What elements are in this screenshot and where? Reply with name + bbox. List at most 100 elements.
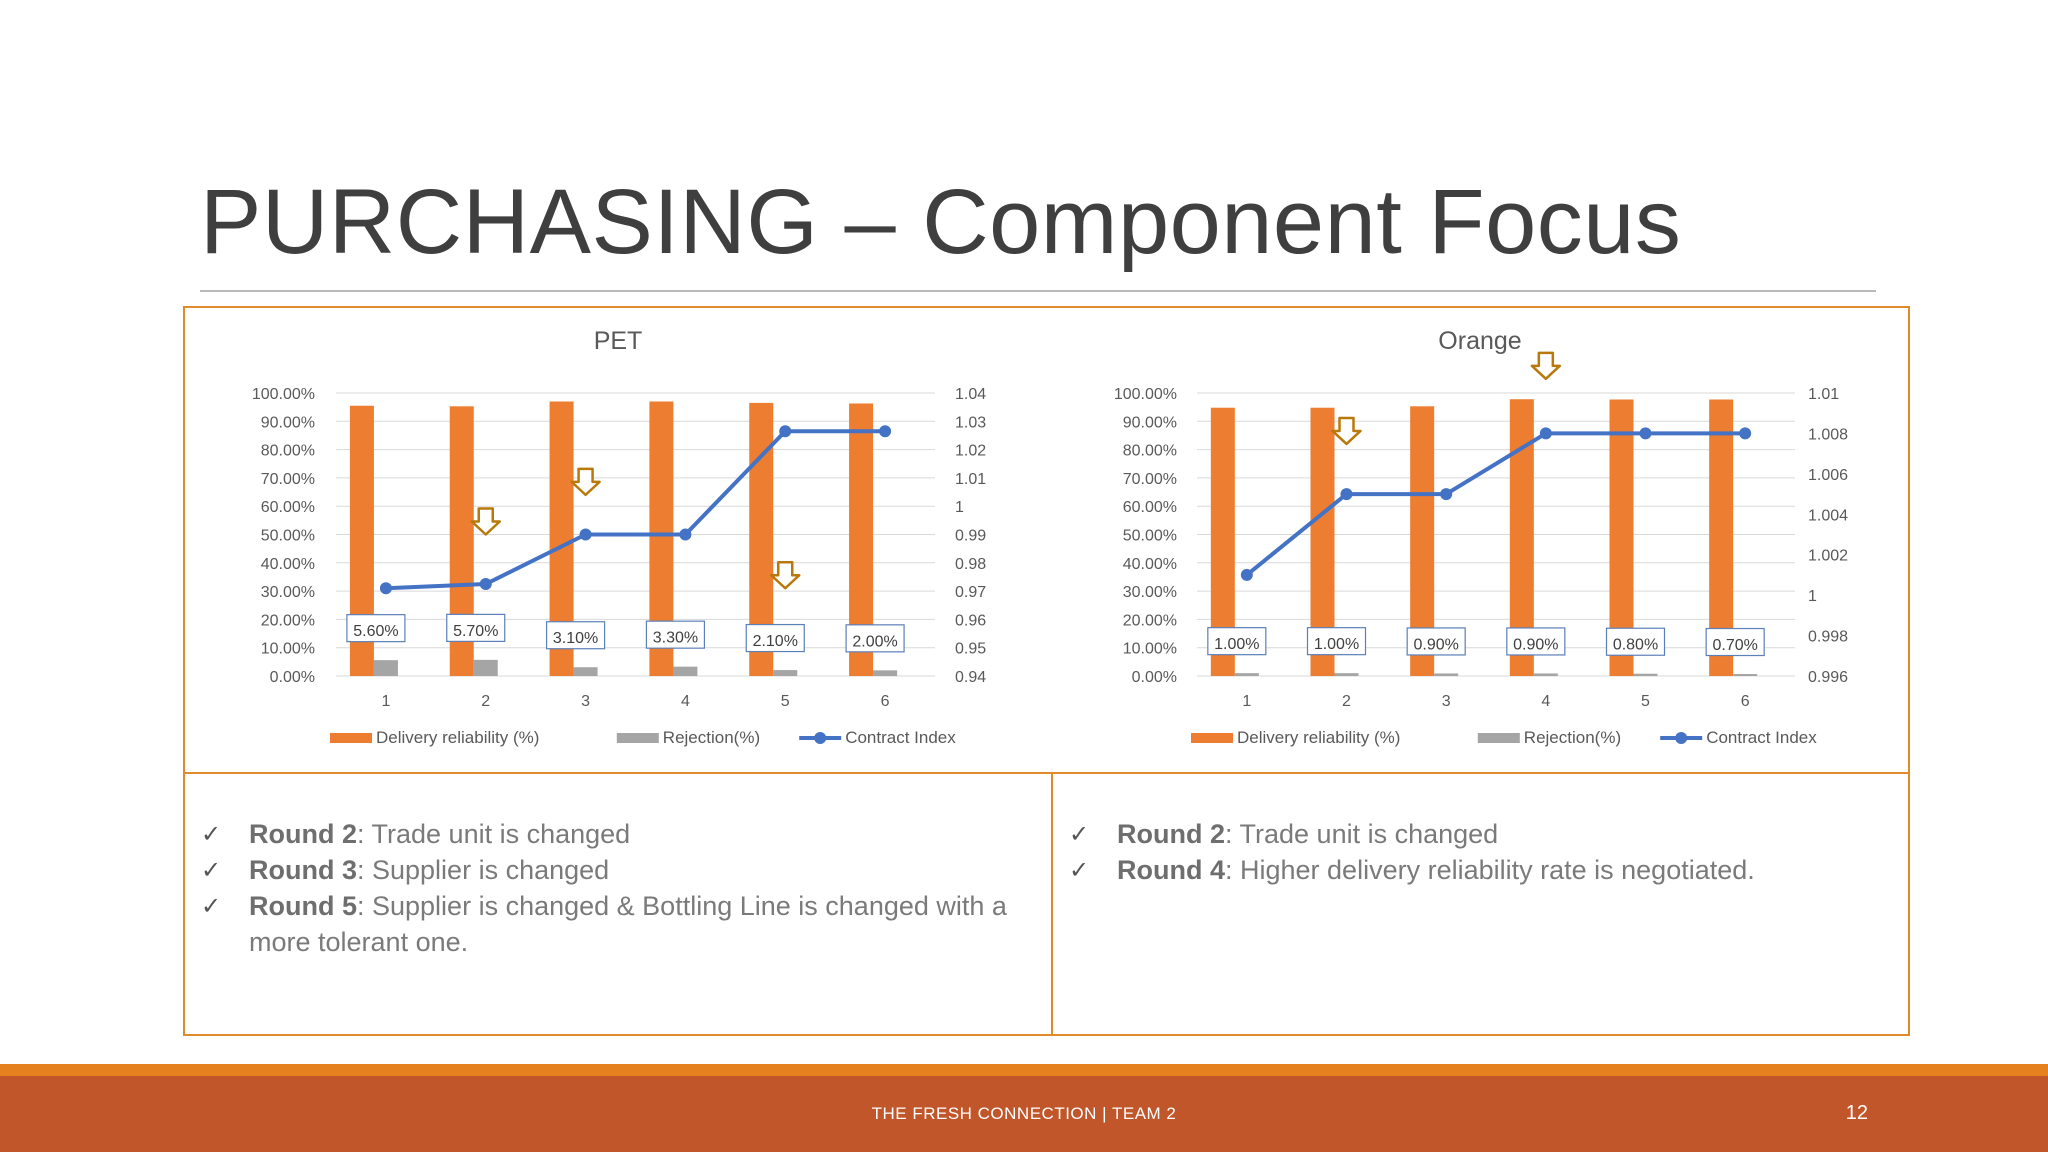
orange-left-tick-label: 40.00% <box>1123 556 1177 573</box>
orange-rejection-label-box <box>1306 627 1367 656</box>
orange-category-label: 1 <box>1242 693 1251 710</box>
orange-left-tick-label: 30.00% <box>1123 584 1177 601</box>
orange-right-tick-label: 0.996 <box>1808 669 1848 686</box>
orange-category-label: 4 <box>1541 693 1550 710</box>
orange-legend-label: Delivery reliability (%) <box>1237 728 1400 747</box>
orange-right-tick-label: 1.01 <box>1808 386 1839 403</box>
pet-rejection-label-box <box>446 613 506 642</box>
orange-rejection-data-label: 0.90% <box>1513 636 1558 653</box>
pet-chart: PET0.00%10.00%20.00%30.00%40.00%50.00%60… <box>252 327 986 747</box>
orange-rejection-data-label: 1.00% <box>1314 636 1359 653</box>
orange-category-label: 6 <box>1741 693 1750 710</box>
pet-legend-label: Delivery reliability (%) <box>376 728 539 747</box>
orange-legend-swatch <box>1191 733 1233 743</box>
orange-notes-panel: ✓ Round 2: Trade unit is changed ✓ Round 4… <box>1051 772 1910 1036</box>
pet-contract-index-point <box>479 578 492 591</box>
footer-accent-stripe <box>0 1064 2048 1076</box>
pet-note-3-text: : Supplier is changed & Bottling Line is… <box>249 891 1007 957</box>
charts-panel: PET 0.00% 10.00% 20.00% 30.00% 40.00% 50.00% 60… <box>183 306 1910 774</box>
pet-left-tick-label: 100.00% <box>252 386 315 403</box>
orange-contract-index-point <box>1440 488 1453 501</box>
pet-notes-panel: ✓ Round 2: Trade unit is changed ✓ Round 3… <box>183 772 1053 1036</box>
pet-right-tick-label: 0.96 <box>955 612 986 629</box>
orange-rejection-data-label: 0.90% <box>1413 636 1458 653</box>
orange-note-2-round: Round 4 <box>1117 855 1225 885</box>
page-number: 12 <box>1845 1102 1868 1124</box>
pet-left-tick-label: 30.00% <box>261 584 315 601</box>
footer-text: THE FRESH CONNECTION | TEAM 2 <box>871 1104 1177 1123</box>
orange-rejection-label-box <box>1406 627 1466 656</box>
pet-rejection-data-label: 5.60% <box>353 623 398 640</box>
pet-rejection-data-label: 3.30% <box>653 630 698 647</box>
pet-left-tick-label: 80.00% <box>261 443 315 460</box>
pet-contract-index-point <box>679 528 692 541</box>
orange-left-tick-label: 0.00% <box>1132 669 1177 686</box>
pet-contract-index-line <box>385 429 886 591</box>
pet-rejection-data-label: 3.10% <box>553 630 598 647</box>
pet-rejection-data-label: 2.10% <box>753 633 798 650</box>
orange-right-tick-label: 1 <box>1808 588 1817 605</box>
orange-left-tick-label: 20.00% <box>1123 612 1177 629</box>
orange-legend-label: Contract Index <box>1706 728 1817 747</box>
orange-rejection-data-label: 0.80% <box>1613 637 1658 654</box>
pet-annotation-arrow <box>470 507 501 536</box>
orange-rejection-data-label: 1.00% <box>1214 636 1259 653</box>
orange-rejection-label-box <box>1605 627 1666 656</box>
orange-rejection-bar <box>1733 674 1758 676</box>
orange-right-tick-label: 0.998 <box>1808 629 1848 646</box>
pet-left-tick-label: 20.00% <box>261 612 315 629</box>
pet-rejection-label-box <box>545 621 606 650</box>
pet-left-tick-label: 0.00% <box>270 669 315 686</box>
orange-contract-index-point <box>1240 568 1253 581</box>
pet-left-tick-label: 40.00% <box>261 556 315 573</box>
pet-category-label: 4 <box>681 693 690 710</box>
pet-right-tick-label: 1.04 <box>955 386 986 403</box>
pet-legend: Delivery reliability (%) Rejection(%) Cont… <box>330 728 956 747</box>
pet-note-1-text: : Trade unit is changed <box>357 819 631 849</box>
orange-rejection-data-label: 0.70% <box>1712 637 1757 654</box>
orange-left-tick-label: 90.00% <box>1123 414 1177 431</box>
pet-legend-label: Contract Index <box>845 728 956 747</box>
slide-title: PURCHASING – Component Focus <box>200 171 1682 273</box>
orange-right-tick-label: 1.008 <box>1808 426 1848 443</box>
pet-legend-swatch-marker <box>814 732 827 744</box>
orange-rejection-bar <box>1434 673 1459 676</box>
pet-rejection-bar <box>373 660 398 676</box>
orange-contract-index-point <box>1340 488 1353 501</box>
pet-rejection-bar <box>573 667 598 676</box>
pet-category-label: 2 <box>481 693 490 710</box>
orange-left-tick-label: 60.00% <box>1123 499 1177 516</box>
orange-contract-index-line <box>1245 431 1746 577</box>
orange-note-2: ✓ Round 4: Higher delivery reliability ra… <box>1069 852 1889 888</box>
orange-rejection-bar <box>1633 673 1658 676</box>
orange-legend-swatch-marker <box>1675 732 1688 744</box>
pet-right-tick-label: 0.99 <box>955 528 986 545</box>
pet-rejection-label-box <box>845 624 905 653</box>
orange-left-tick-label: 100.00% <box>1114 386 1177 403</box>
orange-contract-index-point <box>1539 427 1552 440</box>
orange-right-tick-label: 1.004 <box>1808 507 1848 524</box>
pet-annotation-arrow <box>770 561 801 590</box>
check-icon: ✓ <box>201 856 222 884</box>
check-icon: ✓ <box>1069 820 1090 848</box>
pet-note-3-round: Round 5 <box>249 891 357 921</box>
orange-note-1-text: : Trade unit is changed <box>1225 819 1499 849</box>
orange-legend-swatch <box>1477 733 1520 743</box>
orange-category-label: 3 <box>1442 693 1451 710</box>
pet-notes-list: ✓ Round 2: Trade unit is changed ✓ Round 3… <box>201 816 1031 960</box>
orange-rejection-label-box <box>1506 627 1566 656</box>
pet-right-tick-label: 1.02 <box>955 443 986 460</box>
pet-right-tick-label: 0.94 <box>955 669 986 686</box>
pet-note-2: ✓ Round 3: Supplier is changed <box>201 852 1031 888</box>
pet-contract-index-point <box>779 425 792 438</box>
pet-left-tick-label: 10.00% <box>261 641 315 658</box>
title-divider <box>200 290 1876 292</box>
orange-category-label: 5 <box>1641 693 1650 710</box>
pet-note-3: ✓ Round 5: Supplier is changed & Bottling… <box>201 888 1031 960</box>
pet-right-tick-label: 0.98 <box>955 556 986 573</box>
pet-rejection-data-label: 2.00% <box>852 633 897 650</box>
orange-chart-title: Orange <box>1438 327 1521 355</box>
orange-annotation-arrow <box>1331 416 1362 446</box>
pet-note-1-round: Round 2 <box>249 819 357 849</box>
orange-category-label: 2 <box>1342 693 1351 710</box>
